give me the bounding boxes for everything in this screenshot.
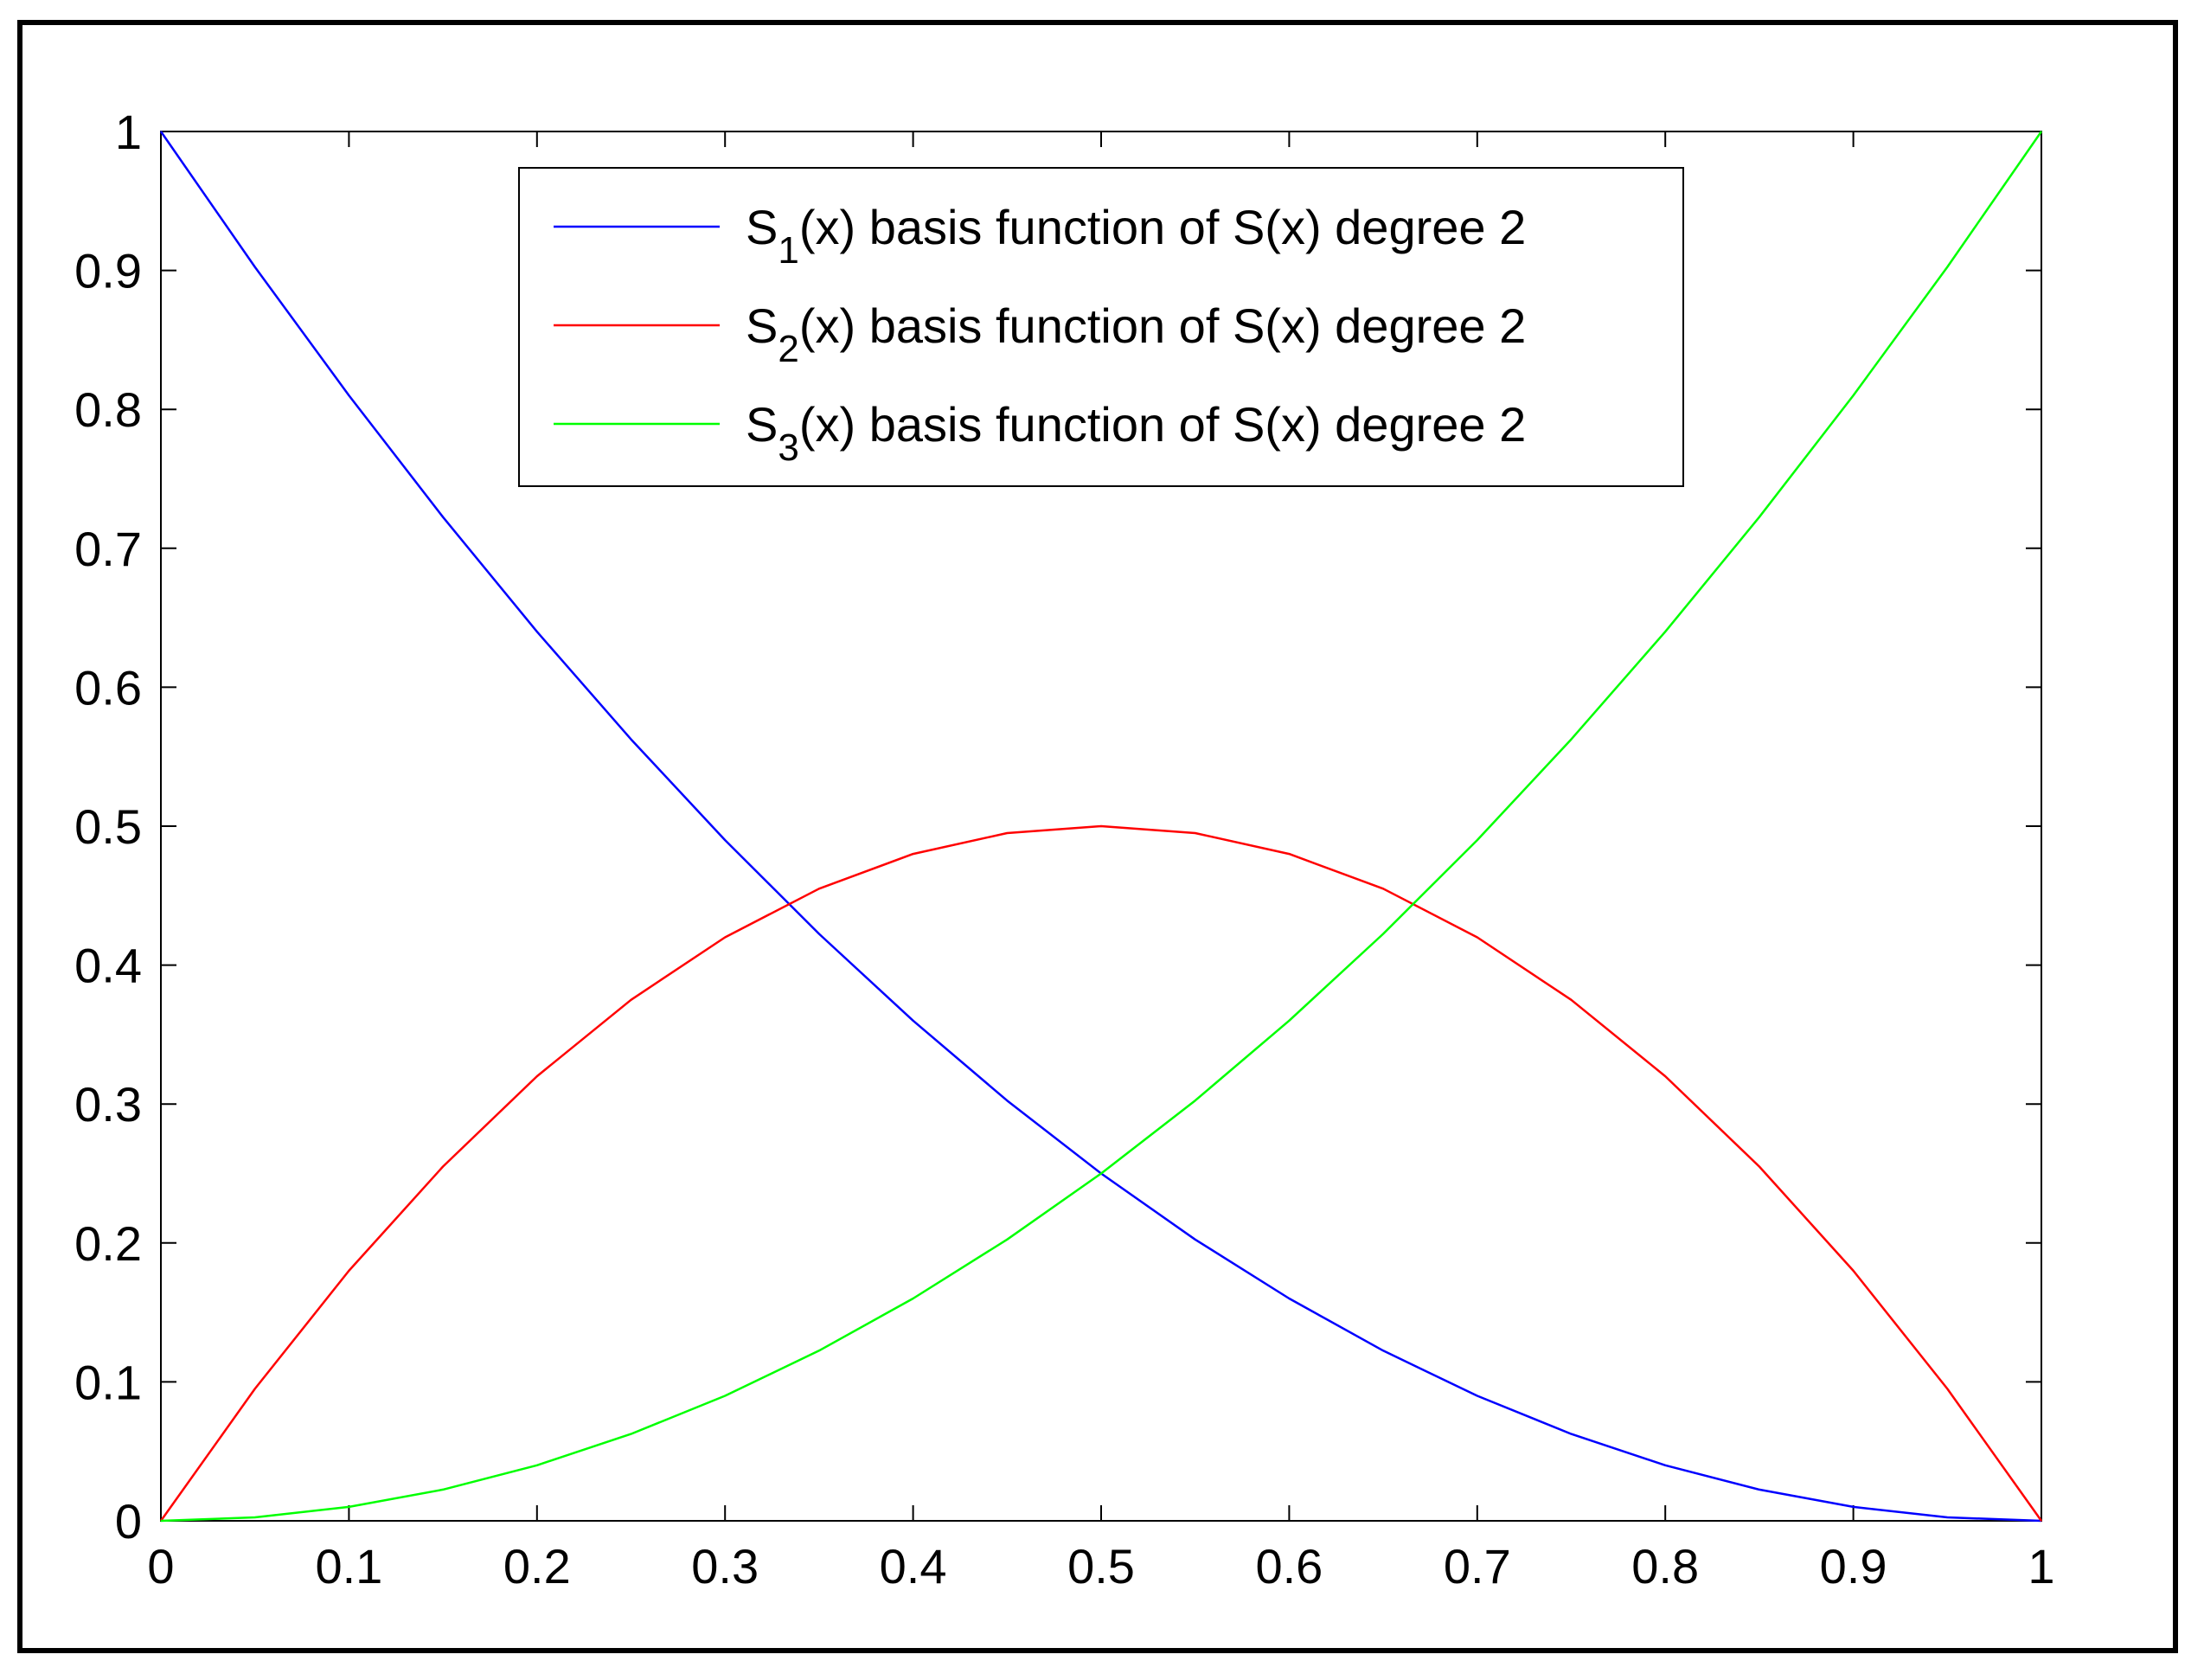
- legend-label-suffix: (x) basis function of S(x) degree 2: [799, 200, 1526, 254]
- legend-label-prefix: S: [746, 298, 778, 353]
- legend-label-suffix: (x) basis function of S(x) degree 2: [799, 298, 1526, 353]
- legend-box: [518, 167, 1684, 487]
- data-point-s3: [160, 1520, 162, 1522]
- data-point-s2: [536, 1075, 538, 1077]
- data-point-s1: [1382, 1350, 1384, 1351]
- data-point-s3: [818, 1350, 820, 1351]
- data-point-s2: [442, 1165, 444, 1168]
- x-tick-label: 1: [2028, 1539, 2054, 1593]
- legend-label-subscript: 1: [778, 229, 798, 272]
- data-point-s3: [1853, 394, 1855, 396]
- data-point-s2: [1382, 888, 1384, 889]
- x-tick-label: 0.9: [1820, 1539, 1887, 1593]
- legend-label-prefix: S: [746, 397, 778, 452]
- x-tick-label: 0.3: [691, 1539, 759, 1593]
- y-tick-label: 0.4: [74, 939, 142, 993]
- data-point-s1: [724, 839, 726, 841]
- data-point-s3: [1946, 266, 1948, 268]
- y-tick-label: 0.1: [74, 1355, 142, 1409]
- x-tick-label: 0.7: [1444, 1539, 1511, 1593]
- legend-label-subscript: 2: [778, 328, 798, 370]
- legend-label-subscript: 3: [778, 426, 798, 469]
- series-lines: [159, 131, 2043, 1523]
- axes: 0 0.1 0.2 0.3 0.4 0.5 0.6 0.7 0.8 0.9 1 0 0.1 0.2 0.3 0…: [74, 105, 2054, 1593]
- data-point-s1: [254, 266, 256, 268]
- data-point-s2: [1570, 999, 1573, 1001]
- data-point-s2: [1100, 825, 1102, 827]
- y-tick-label: 0.5: [74, 799, 142, 854]
- data-point-s1: [1570, 1433, 1573, 1435]
- y-tick-label: 1: [115, 105, 142, 159]
- x-tick-label: 0.2: [503, 1539, 571, 1593]
- data-point-s2: [818, 888, 820, 889]
- data-point-s1: [442, 516, 444, 518]
- y-tick-label: 0.3: [74, 1077, 142, 1132]
- x-tick-label: 0.5: [1067, 1539, 1135, 1593]
- data-point-s3: [1006, 1239, 1008, 1241]
- legend-label-s1: S1(x) basis function of S(x) degree 2: [746, 200, 1526, 272]
- legend-label-suffix: (x) basis function of S(x) degree 2: [799, 397, 1526, 452]
- data-point-s3: [442, 1489, 444, 1491]
- x-tick-label: 0.6: [1255, 1539, 1323, 1593]
- legend: S1(x) basis function of S(x) degree 2S2(…: [518, 167, 1684, 487]
- x-tick-label: 0.4: [880, 1539, 947, 1593]
- data-point-s2: [1853, 1270, 1855, 1272]
- data-point-s2: [254, 1388, 256, 1390]
- data-point-s1: [818, 933, 820, 935]
- data-point-s1: [1853, 1506, 1855, 1508]
- data-point-s2: [1946, 1388, 1948, 1390]
- legend-label-prefix: S: [746, 200, 778, 254]
- y-tick-label: 0.9: [74, 244, 142, 298]
- data-point-s2: [724, 936, 726, 939]
- data-point-s2: [1288, 853, 1290, 855]
- y-tick-label: 0.7: [74, 522, 142, 576]
- y-tick-label: 0.8: [74, 382, 142, 437]
- data-point-s3: [1288, 1020, 1290, 1022]
- x-tick-label: 0.1: [315, 1539, 382, 1593]
- y-tick-label: 0: [115, 1494, 142, 1549]
- x-tick-label: 0.8: [1631, 1539, 1699, 1593]
- legend-label-s2: S2(x) basis function of S(x) degree 2: [746, 298, 1526, 370]
- data-point-s3: [1382, 933, 1384, 935]
- data-point-s1: [1006, 1100, 1008, 1101]
- data-point-s2: [1006, 832, 1008, 834]
- data-point-s3: [1570, 739, 1573, 741]
- data-point-s3: [1100, 1172, 1102, 1175]
- y-tick-label: 0.6: [74, 660, 142, 715]
- data-point-s2: [1664, 1075, 1666, 1077]
- data-point-s3: [724, 1395, 726, 1397]
- y-tick-label: 0.2: [74, 1216, 142, 1271]
- x-tick-label: 0: [147, 1539, 174, 1593]
- data-point-s1: [1946, 1516, 1948, 1518]
- legend-label-s3: S3(x) basis function of S(x) degree 2: [746, 397, 1526, 469]
- data-point-s3: [254, 1516, 256, 1518]
